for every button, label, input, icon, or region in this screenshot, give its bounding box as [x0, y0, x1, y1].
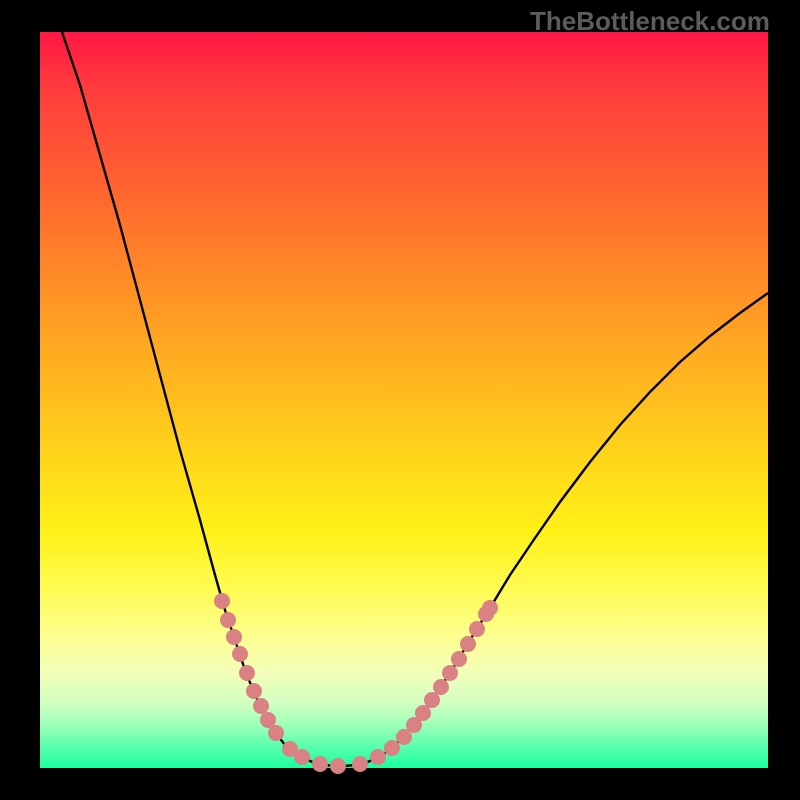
v-curve — [62, 32, 768, 766]
data-marker — [470, 622, 485, 637]
data-marker — [221, 613, 236, 628]
data-marker — [269, 726, 284, 741]
data-marker — [483, 601, 498, 616]
data-marker — [385, 741, 400, 756]
data-marker — [353, 757, 368, 772]
data-marker — [295, 750, 310, 765]
data-marker — [425, 693, 440, 708]
data-marker — [254, 699, 269, 714]
marker-group — [215, 594, 498, 774]
data-marker — [452, 652, 467, 667]
data-marker — [313, 757, 328, 772]
data-marker — [443, 666, 458, 681]
data-marker — [434, 680, 449, 695]
data-marker — [240, 666, 255, 681]
data-marker — [233, 647, 248, 662]
data-marker — [215, 594, 230, 609]
data-marker — [416, 706, 431, 721]
data-marker — [261, 713, 276, 728]
chart-overlay — [0, 0, 800, 800]
data-marker — [227, 630, 242, 645]
data-marker — [371, 750, 386, 765]
data-marker — [331, 759, 346, 774]
data-marker — [461, 637, 476, 652]
data-marker — [397, 730, 412, 745]
data-marker — [247, 684, 262, 699]
